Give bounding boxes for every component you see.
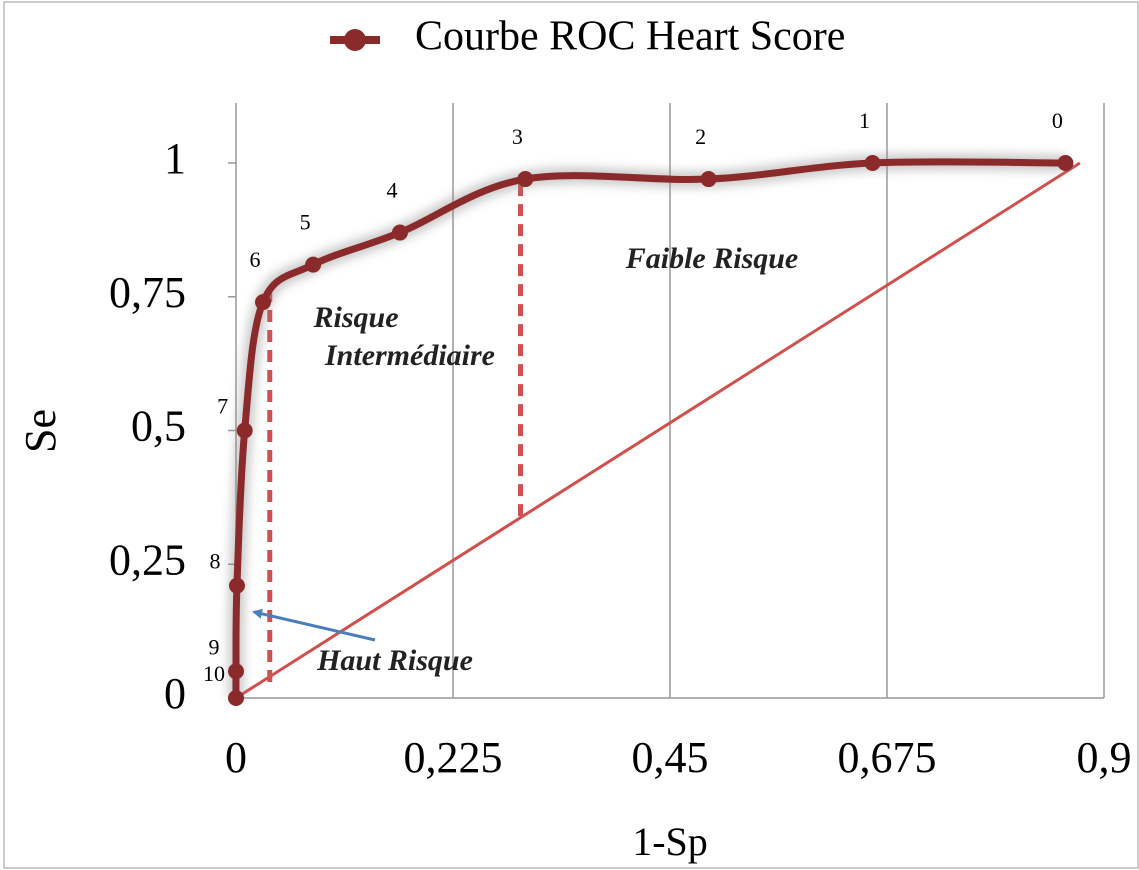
point: [228, 690, 244, 706]
point-label: 2: [695, 124, 706, 149]
point-label: 3: [512, 124, 523, 149]
y-tick-label: 1: [164, 134, 186, 183]
y-tick-label: 0,5: [131, 402, 186, 451]
y-tick-label: 0: [164, 669, 186, 718]
legend-label: Courbe ROC Heart Score: [415, 14, 845, 60]
point-label: 6: [250, 247, 261, 272]
annotation: Intermédiaire: [324, 339, 495, 372]
annotation: Haut Risque: [316, 644, 473, 677]
point: [255, 294, 272, 311]
point-label: 7: [217, 394, 228, 419]
point: [228, 577, 245, 594]
point: [700, 171, 717, 188]
point: [228, 663, 244, 680]
point-label: 5: [300, 210, 311, 235]
annotation: Faible Risque: [625, 242, 799, 275]
frame: [3, 1, 1139, 869]
point-label: 10: [203, 661, 225, 686]
point-label: 0: [1052, 108, 1063, 133]
y-tick-label: 0,75: [109, 268, 186, 317]
point-label: 1: [859, 108, 870, 133]
y-tick-label: 0,25: [109, 535, 186, 584]
x-tick-label: 0,225: [404, 733, 503, 782]
annotation: Risque: [312, 301, 398, 334]
point: [1057, 155, 1074, 171]
x-tick-label: 0,45: [632, 733, 709, 782]
x-axis-label: 1-Sp: [632, 819, 708, 864]
legend-marker: [344, 29, 366, 51]
x-tick-label: 0,675: [838, 733, 937, 782]
point: [305, 256, 322, 273]
point-label: 8: [209, 549, 220, 574]
point: [391, 224, 408, 241]
point: [517, 171, 534, 188]
point: [864, 155, 881, 171]
x-tick-label: 0: [225, 733, 247, 782]
point-label: 4: [386, 178, 397, 203]
diagonal-line: [235, 161, 1081, 700]
x-tick-label: 0,9: [1077, 733, 1132, 782]
point-label: 9: [209, 634, 220, 659]
point: [236, 422, 253, 439]
arrow: [252, 608, 376, 642]
y-axis-label: Se: [16, 409, 65, 453]
grid: 0 0,225 0,45 0,675 0,9 0 0,25 0,5 0,75 1: [109, 103, 1132, 782]
